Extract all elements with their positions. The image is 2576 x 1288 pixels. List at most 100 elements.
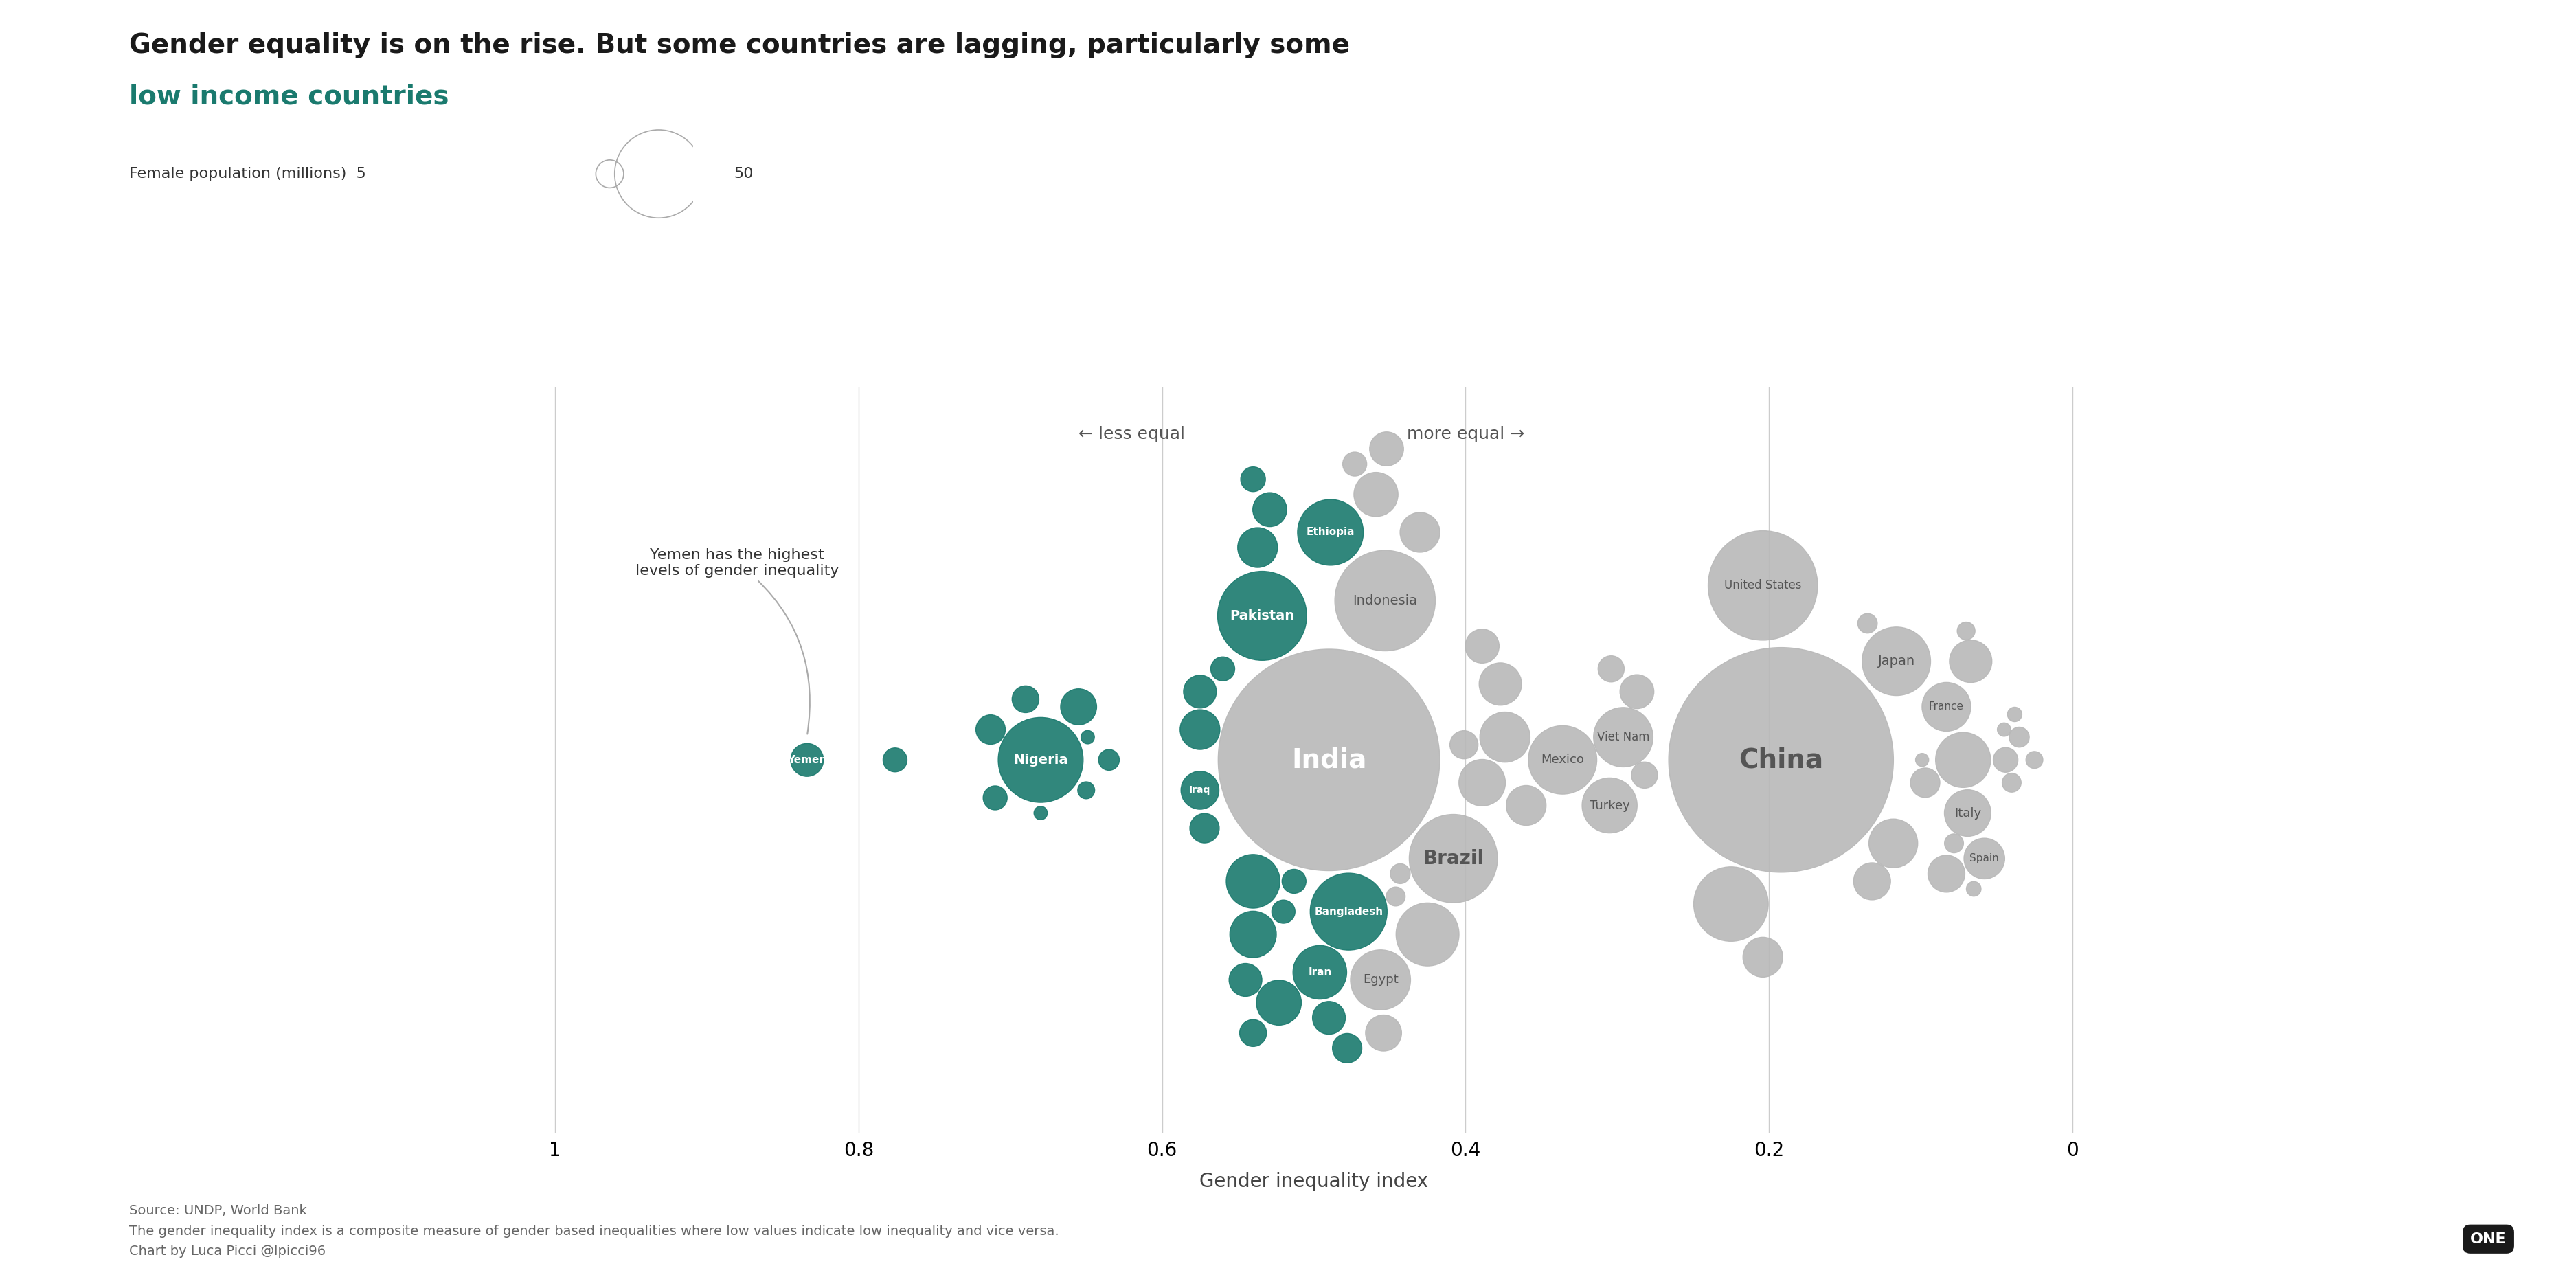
- Circle shape: [1528, 725, 1597, 795]
- Circle shape: [1077, 782, 1095, 799]
- Circle shape: [1917, 753, 1929, 766]
- Circle shape: [1945, 790, 1991, 836]
- Circle shape: [1273, 900, 1296, 923]
- Circle shape: [1744, 938, 1783, 978]
- Text: Pakistan: Pakistan: [1229, 609, 1296, 622]
- Circle shape: [1855, 863, 1891, 900]
- Circle shape: [1927, 855, 1965, 893]
- Circle shape: [1631, 762, 1656, 788]
- Circle shape: [1458, 760, 1504, 806]
- Circle shape: [1595, 707, 1654, 766]
- Circle shape: [1950, 640, 1991, 683]
- Circle shape: [1597, 656, 1625, 681]
- Text: Bangladesh: Bangladesh: [1314, 907, 1383, 917]
- Text: Viet Nam: Viet Nam: [1597, 732, 1649, 743]
- Circle shape: [791, 743, 824, 777]
- Circle shape: [1870, 819, 1917, 868]
- Circle shape: [1342, 452, 1368, 477]
- Circle shape: [1965, 881, 1981, 896]
- Circle shape: [1996, 723, 2012, 737]
- Circle shape: [1409, 814, 1497, 903]
- Circle shape: [1450, 730, 1479, 759]
- Circle shape: [1479, 663, 1522, 706]
- Circle shape: [1994, 747, 2017, 773]
- Circle shape: [1350, 949, 1412, 1010]
- Circle shape: [984, 786, 1007, 810]
- Circle shape: [1226, 854, 1280, 908]
- Circle shape: [1479, 712, 1530, 762]
- Circle shape: [1298, 500, 1363, 565]
- Text: Turkey: Turkey: [1589, 800, 1631, 811]
- Circle shape: [1669, 648, 1893, 872]
- Text: Iran: Iran: [1309, 967, 1332, 978]
- Text: Source: UNDP, World Bank
The gender inequality index is a composite measure of g: Source: UNDP, World Bank The gender ineq…: [129, 1204, 1059, 1258]
- Circle shape: [884, 748, 907, 772]
- Text: Yemen: Yemen: [788, 755, 827, 765]
- Circle shape: [1239, 1020, 1267, 1046]
- Text: Mexico: Mexico: [1540, 753, 1584, 766]
- Circle shape: [1257, 980, 1301, 1025]
- Circle shape: [1582, 778, 1638, 833]
- Circle shape: [1180, 772, 1218, 809]
- Circle shape: [1466, 629, 1499, 663]
- Text: Gender equality is on the rise. But some countries are lagging, particularly som: Gender equality is on the rise. But some…: [129, 32, 1350, 58]
- Circle shape: [1293, 945, 1347, 999]
- Text: Iraq: Iraq: [1190, 786, 1211, 795]
- Circle shape: [1311, 873, 1386, 951]
- Circle shape: [976, 715, 1005, 744]
- Text: Ethiopia: Ethiopia: [1306, 527, 1355, 537]
- Circle shape: [1963, 838, 2004, 878]
- Circle shape: [1396, 903, 1458, 966]
- Circle shape: [2007, 707, 2022, 721]
- Circle shape: [1012, 685, 1038, 712]
- Circle shape: [1229, 911, 1275, 958]
- Text: Spain: Spain: [1971, 854, 1999, 864]
- Circle shape: [1945, 833, 1963, 853]
- Text: ONE: ONE: [2470, 1233, 2506, 1245]
- Circle shape: [1355, 473, 1399, 516]
- Circle shape: [1229, 963, 1262, 997]
- Circle shape: [1061, 689, 1097, 725]
- Circle shape: [1182, 675, 1216, 708]
- Text: Japan: Japan: [1878, 654, 1914, 668]
- Circle shape: [1958, 622, 1976, 640]
- Circle shape: [1370, 431, 1404, 466]
- Circle shape: [1242, 466, 1265, 492]
- Text: Nigeria: Nigeria: [1012, 753, 1069, 766]
- Text: Yemen has the highest
levels of gender inequality: Yemen has the highest levels of gender i…: [636, 549, 840, 734]
- Circle shape: [1190, 814, 1218, 842]
- Circle shape: [997, 717, 1082, 802]
- Circle shape: [1935, 733, 1991, 787]
- Text: Indonesia: Indonesia: [1352, 594, 1417, 607]
- Circle shape: [1314, 1001, 1345, 1034]
- Circle shape: [1218, 649, 1440, 871]
- Circle shape: [2002, 773, 2022, 792]
- Circle shape: [1399, 513, 1440, 553]
- Text: Female population (millions)  5: Female population (millions) 5: [129, 167, 366, 180]
- Circle shape: [1332, 1033, 1363, 1063]
- Circle shape: [1507, 786, 1546, 826]
- Circle shape: [1097, 750, 1121, 770]
- Circle shape: [1218, 572, 1306, 661]
- Circle shape: [2009, 728, 2030, 747]
- Circle shape: [1211, 657, 1234, 681]
- Text: 50: 50: [734, 167, 755, 180]
- Circle shape: [1862, 627, 1929, 696]
- Text: United States: United States: [1723, 580, 1801, 591]
- Text: France: France: [1929, 702, 1963, 712]
- Circle shape: [1365, 1015, 1401, 1051]
- Circle shape: [1692, 867, 1767, 942]
- Text: more equal →: more equal →: [1406, 426, 1525, 442]
- Circle shape: [1857, 613, 1878, 634]
- Circle shape: [1236, 528, 1278, 568]
- Circle shape: [1922, 683, 1971, 732]
- Text: Egypt: Egypt: [1363, 974, 1399, 987]
- Circle shape: [1033, 806, 1048, 819]
- Text: ← less equal: ← less equal: [1079, 426, 1185, 442]
- Circle shape: [1911, 768, 1940, 797]
- Circle shape: [1283, 869, 1306, 894]
- Text: China: China: [1739, 747, 1824, 773]
- Circle shape: [2025, 751, 2043, 769]
- Circle shape: [1386, 887, 1404, 905]
- Circle shape: [1082, 730, 1095, 744]
